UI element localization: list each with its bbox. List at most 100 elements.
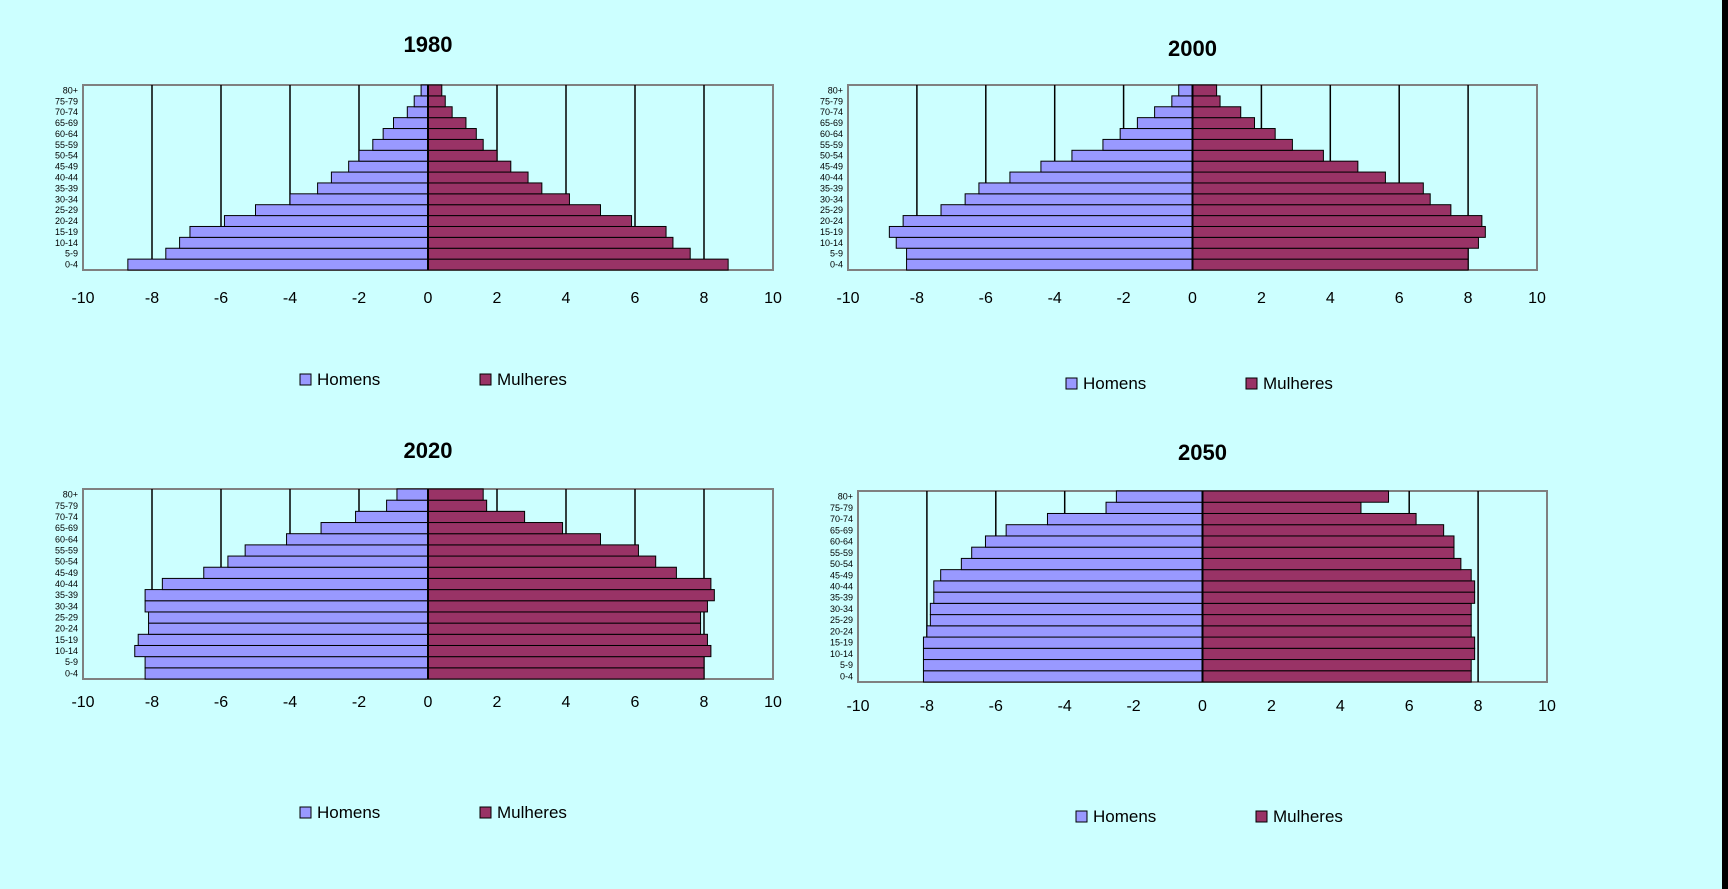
age-tick-label: 80+ (63, 490, 78, 500)
legend-swatch-homens (299, 806, 312, 819)
age-tick-label: 35-39 (830, 593, 853, 603)
bar-mulheres-0-4 (1202, 670, 1472, 683)
legend-swatch-mulheres (479, 373, 492, 386)
age-tick-label: 70-74 (55, 107, 78, 117)
bar-homens-60-64 (382, 128, 429, 140)
bar-mulheres-50-54 (1202, 557, 1462, 571)
bar-mulheres-15-19 (427, 225, 667, 238)
x-tick-label: -6 (214, 694, 228, 711)
bar-mulheres-30-34 (1192, 193, 1431, 206)
bar-homens-75-79 (1105, 501, 1204, 514)
bar-mulheres-75-79 (427, 499, 488, 512)
x-tick-label: -6 (979, 290, 993, 307)
bar-homens-25-29 (148, 611, 429, 624)
bar-homens-20-24 (223, 215, 429, 227)
bar-homens-55-59 (1102, 138, 1194, 151)
bar-mulheres-65-69 (1192, 117, 1256, 130)
bar-homens-60-64 (1119, 128, 1194, 140)
age-tick-label: 60-64 (830, 537, 853, 547)
age-tick-label: 15-19 (55, 635, 78, 645)
bar-mulheres-45-49 (427, 566, 677, 579)
age-tick-label: 50-54 (55, 557, 78, 567)
age-tick-label: 75-79 (55, 96, 78, 106)
age-tick-label: 0-4 (830, 260, 843, 270)
bar-homens-45-49 (203, 566, 429, 579)
bar-mulheres-50-54 (427, 555, 657, 568)
bar-mulheres-75-79 (427, 95, 446, 108)
bar-homens-40-44 (933, 580, 1203, 593)
bar-mulheres-35-39 (1202, 591, 1476, 604)
chart-title: 2020 (404, 438, 453, 463)
x-tick-label: -10 (71, 694, 94, 711)
age-tick-label: 25-29 (55, 205, 78, 215)
age-tick-label: 65-69 (820, 118, 843, 128)
legend-label-homens: Homens (1093, 807, 1156, 826)
bar-mulheres-5-9 (427, 656, 705, 669)
x-tick-label: 10 (1538, 698, 1556, 715)
bar-mulheres-15-19 (427, 633, 708, 646)
bar-homens-75-79 (386, 499, 429, 512)
x-tick-label: 0 (424, 290, 433, 307)
x-tick-label: -4 (283, 694, 297, 711)
bar-homens-50-54 (227, 555, 429, 568)
x-tick-label: 2 (1257, 290, 1266, 307)
age-tick-label: 20-24 (55, 624, 78, 634)
bar-mulheres-35-39 (1192, 182, 1424, 195)
age-tick-label: 75-79 (55, 501, 78, 511)
bar-mulheres-70-74 (1202, 512, 1417, 526)
bar-mulheres-45-49 (1202, 569, 1472, 582)
bar-mulheres-60-64 (427, 128, 477, 140)
age-tick-label: 10-14 (830, 649, 853, 659)
age-tick-label: 50-54 (55, 151, 78, 161)
age-tick-label: 5-9 (65, 249, 78, 259)
bar-mulheres-55-59 (1192, 138, 1293, 151)
x-tick-label: 4 (562, 290, 571, 307)
x-tick-label: 6 (1405, 698, 1414, 715)
legend-label-mulheres: Mulheres (1263, 374, 1333, 393)
bar-homens-5-9 (165, 247, 429, 260)
x-tick-label: 8 (700, 694, 709, 711)
bar-homens-65-69 (320, 522, 429, 535)
x-tick-label: 6 (1395, 290, 1404, 307)
bar-mulheres-35-39 (427, 182, 543, 195)
bar-mulheres-10-14 (1192, 236, 1479, 249)
bar-homens-10-14 (179, 236, 429, 249)
x-tick-label: -8 (145, 290, 159, 307)
age-tick-label: 55-59 (830, 548, 853, 558)
x-tick-label: 6 (631, 290, 640, 307)
age-tick-label: 35-39 (55, 590, 78, 600)
bar-mulheres-70-74 (427, 510, 526, 524)
age-tick-label: 40-44 (820, 173, 843, 183)
age-tick-label: 60-64 (55, 534, 78, 544)
bar-mulheres-65-69 (1202, 524, 1445, 537)
bar-homens-20-24 (902, 215, 1193, 227)
age-tick-label: 10-14 (820, 238, 843, 248)
bar-mulheres-65-69 (427, 117, 467, 130)
age-tick-label: 20-24 (830, 626, 853, 636)
age-tick-label: 45-49 (820, 162, 843, 172)
age-tick-label: 5-9 (65, 657, 78, 667)
bar-homens-70-74 (355, 510, 429, 524)
bar-homens-5-9 (906, 247, 1193, 260)
bar-mulheres-40-44 (427, 577, 712, 591)
bar-mulheres-30-34 (427, 193, 570, 206)
bar-mulheres-45-49 (1192, 160, 1359, 173)
x-tick-label: 8 (1464, 290, 1473, 307)
bar-homens-80+ (1178, 84, 1193, 97)
x-tick-label: 8 (700, 290, 709, 307)
bar-mulheres-20-24 (427, 215, 633, 227)
legend-swatch-mulheres (1245, 377, 1258, 390)
legend-label-homens: Homens (1083, 374, 1146, 393)
bar-homens-65-69 (1136, 117, 1194, 130)
x-tick-label: 0 (1198, 698, 1207, 715)
bar-mulheres-0-4 (1192, 258, 1469, 271)
bar-homens-20-24 (926, 625, 1204, 638)
bar-mulheres-75-79 (1202, 501, 1362, 514)
bar-mulheres-80+ (427, 488, 484, 501)
bar-mulheres-25-29 (1202, 614, 1472, 627)
legend-swatch-homens (299, 373, 312, 386)
bar-mulheres-60-64 (1202, 535, 1455, 548)
age-tick-label: 0-4 (65, 668, 78, 678)
age-tick-label: 80+ (838, 492, 853, 502)
pyramid-chart-2020: 20200-45-910-1415-1920-2425-2930-3435-39… (55, 438, 782, 822)
